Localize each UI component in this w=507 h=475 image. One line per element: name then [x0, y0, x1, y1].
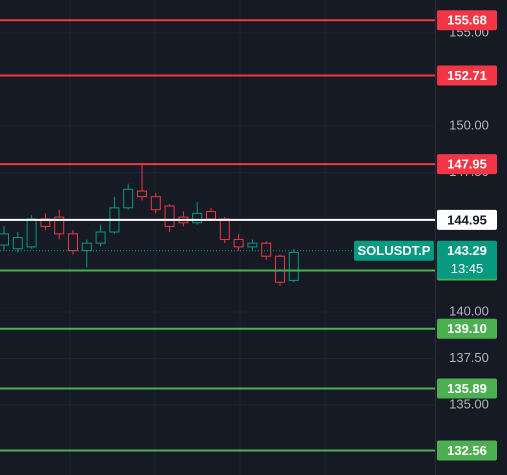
candle-body — [288, 251, 299, 281]
candle-body — [0, 233, 9, 246]
level-tag-label: 152.71 — [447, 68, 487, 83]
level-tag — [437, 209, 497, 230]
level-tag-label: 147.95 — [447, 157, 487, 172]
level-tag — [437, 440, 497, 461]
candle-body — [233, 238, 244, 248]
candle-body — [150, 196, 161, 211]
y-tick-label: 150.00 — [449, 117, 489, 132]
symbol-tag — [354, 240, 434, 261]
level-tag-label: 155.68 — [447, 13, 487, 28]
level-tag — [437, 318, 497, 339]
candle-body — [261, 242, 272, 257]
level-tag — [437, 378, 497, 399]
candle-body — [192, 212, 203, 224]
candle-body — [247, 242, 258, 248]
level-tag-label: 139.10 — [447, 321, 487, 336]
level-tag — [437, 65, 497, 86]
candle-body — [137, 190, 147, 198]
level-tag — [437, 10, 497, 31]
y-tick-label: 137.50 — [449, 350, 489, 365]
candle-body — [26, 218, 37, 248]
y-tick-label: 140.00 — [449, 303, 489, 318]
level-tag-label: 132.56 — [447, 443, 487, 458]
last-price-label: 143.29 — [447, 243, 487, 258]
y-tick-label: 135.00 — [449, 396, 489, 411]
candle-body — [68, 233, 78, 252]
last-price-tag — [437, 240, 497, 279]
candle-body — [219, 218, 230, 240]
candle-body — [81, 242, 92, 252]
symbol-tag-label: SOLUSDT.P — [358, 243, 431, 258]
candle-body — [95, 231, 106, 244]
level-tag-label: 135.89 — [447, 381, 487, 396]
candle-body — [164, 205, 175, 227]
candle-body — [54, 216, 65, 235]
candle-body — [206, 211, 216, 220]
candle-body — [275, 255, 285, 283]
candle-body — [12, 237, 23, 250]
countdown-label: 13:45 — [451, 261, 484, 276]
level-tag — [437, 154, 497, 175]
candle-body — [123, 188, 134, 209]
level-tag-label: 144.95 — [447, 212, 487, 227]
